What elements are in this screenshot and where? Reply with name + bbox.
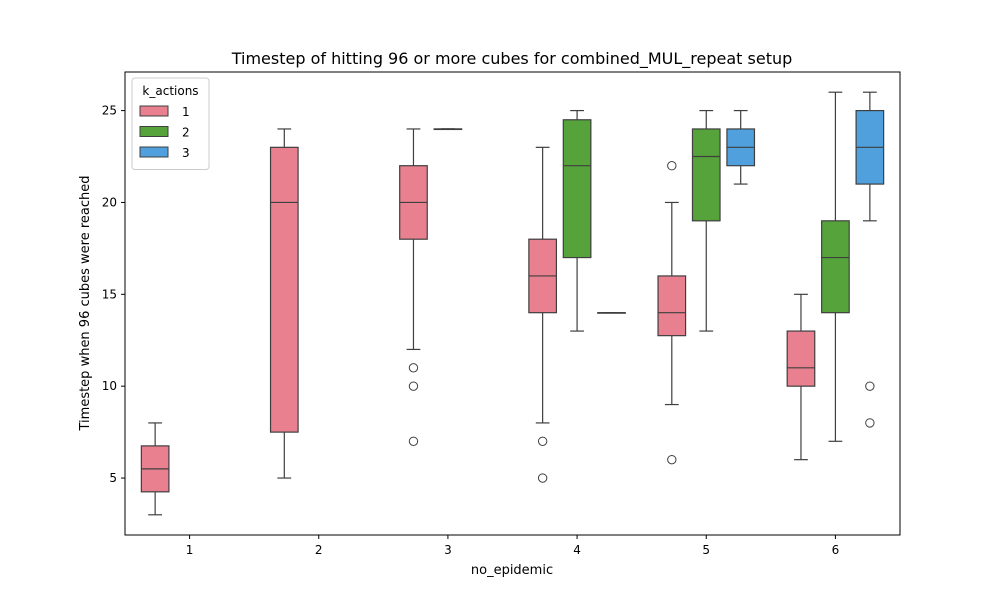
box-series-3-cat-6 [855,91,885,428]
legend-swatch [139,105,169,117]
x-tick-label: 2 [315,543,323,557]
y-tick-label: 5 [109,471,117,485]
outlier-point [667,454,677,465]
box-series-2-cat-3 [433,128,463,131]
box-series-1-cat-2 [269,128,299,479]
outlier-point [865,418,875,428]
box-iqr [821,220,850,314]
legend-label: 3 [182,146,190,160]
outlier-point [667,161,677,171]
box-iqr [786,330,816,387]
y-tick-label: 15 [102,287,117,301]
legend-label: 1 [182,105,190,119]
legend-swatch [139,146,169,158]
y-tick-label: 10 [102,379,117,393]
plot-frame [124,71,901,536]
x-tick-label: 4 [573,543,581,557]
box-iqr [269,146,299,433]
legend-label: 2 [182,126,190,140]
legend-swatch [139,126,169,137]
outlier-point [865,381,875,391]
box-series-3-cat-5 [726,109,756,185]
outlier-point [408,381,419,391]
box-series-3-cat-4 [597,312,626,314]
box-series-1-cat-5 [657,161,687,465]
legend-title: k_actions [142,84,198,98]
x-axis-label: no_epidemic [471,563,553,578]
box-series-1-cat-1 [140,422,170,516]
x-tick-label: 3 [444,543,452,557]
y-axis-label: Timestep when 96 cubes were reached [78,175,93,431]
x-tick-label: 1 [186,543,194,557]
y-tick-label: 25 [102,104,117,118]
x-tick-label: 5 [702,543,710,557]
outlier-point [408,363,419,373]
outlier-point [537,436,548,446]
box-series-1-cat-6 [786,293,816,461]
chart-title: Timestep of hitting 96 or more cubes for… [231,49,793,69]
box-series-2-cat-5 [691,109,721,332]
box-iqr [691,128,721,222]
y-tick-label: 20 [102,195,117,209]
box-series-1-cat-3 [399,128,428,446]
box-iqr [562,119,592,259]
box-iqr [657,275,687,337]
outlier-point [408,436,419,446]
legend: k_actions 1 2 3 [131,77,210,170]
box-series-1-cat-4 [528,146,558,483]
outlier-point [537,473,548,483]
x-tick-label: 6 [832,543,840,557]
box-series-2-cat-4 [562,109,592,332]
box-series-2-cat-6 [821,91,850,442]
